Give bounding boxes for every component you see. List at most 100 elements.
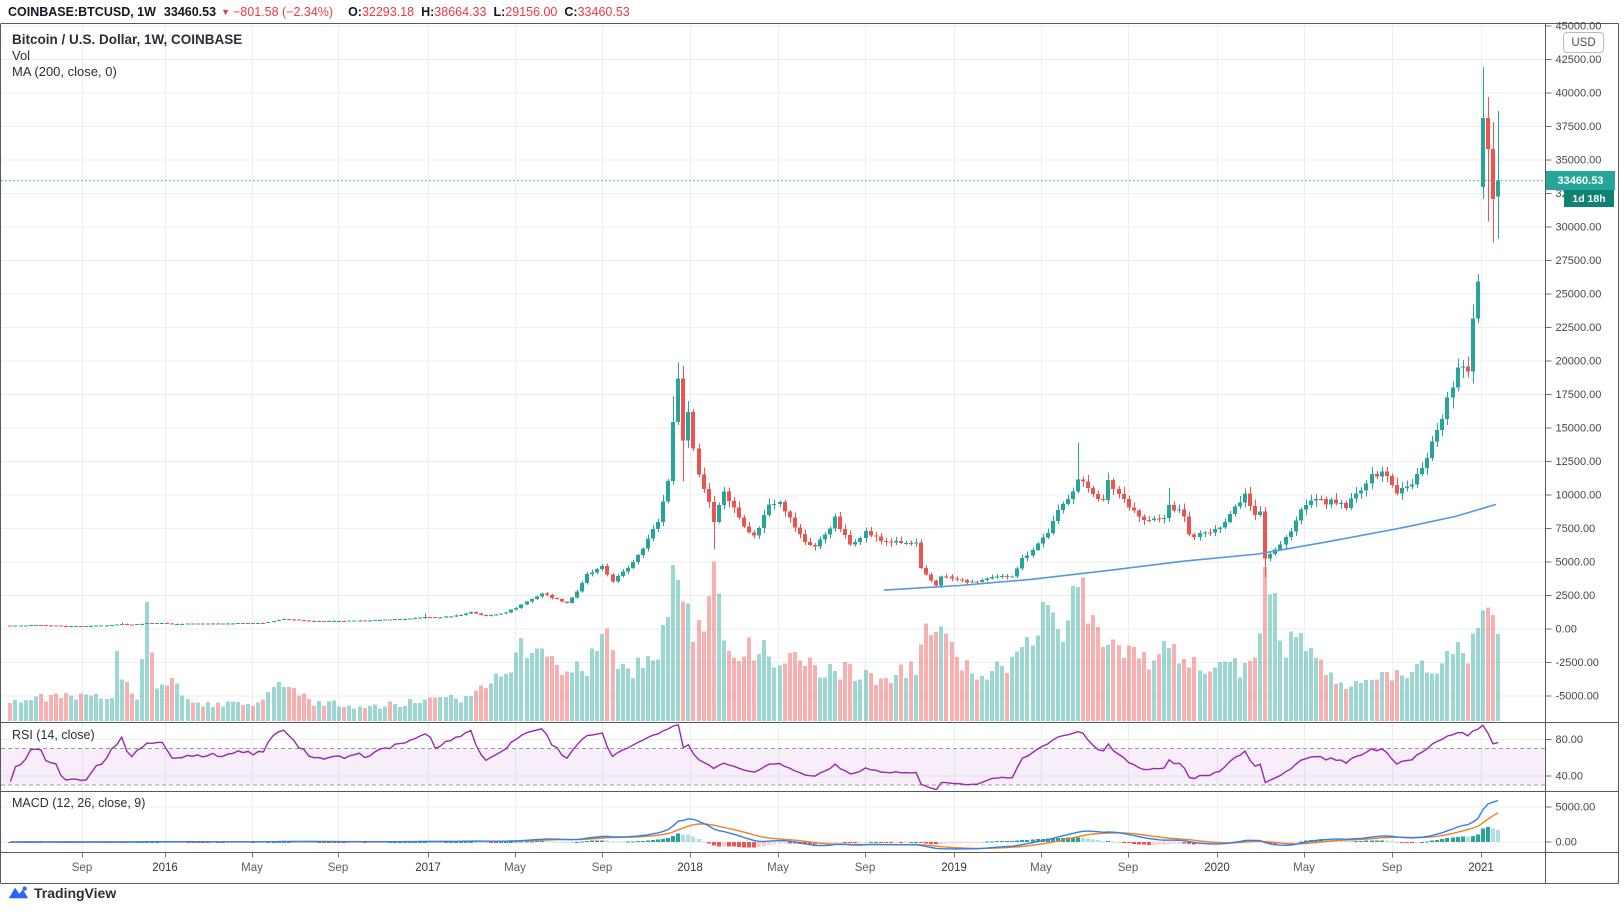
macd-histogram-bar [1390,841,1394,843]
price-axis-label: 20000.00 [1556,356,1602,368]
candle-body [1258,511,1262,516]
volume-bar [1440,663,1444,721]
candle-body [1096,493,1100,499]
price-axis-label: 10000.00 [1556,490,1602,502]
candle-body [1137,510,1141,517]
candle-body [525,601,529,605]
candle-body [1167,504,1171,518]
candle-body [363,620,367,622]
volume-bar [980,675,984,721]
candle-body [433,617,437,619]
macd-histogram-bar [484,841,488,843]
candle-body [722,491,726,505]
volume-bar [105,698,109,721]
price-change: −801.58 (−2.34%) [232,4,334,19]
volume-bar [1294,637,1298,721]
volume-bar [1081,577,1085,721]
candle-body [1243,493,1247,503]
price-axis-label: 22500.00 [1556,322,1602,334]
volume-bar [960,670,964,721]
volume-bar [175,683,179,721]
volume-bar [565,671,569,721]
volume-bar [1228,662,1232,721]
candle-body [676,378,680,422]
time-axis[interactable]: Sep 2016 May Sep 2017 May Sep 2018 May Sep 2019 May… [72,852,1494,875]
macd-histogram-bar [1020,840,1024,842]
volume-bar [1208,671,1212,721]
high-label: H: [421,4,435,19]
macd-histogram-bar [980,842,984,843]
volume-bar [413,702,417,721]
candle-body [793,517,797,528]
volume-bar [1258,633,1262,721]
macd-histogram-bar [702,841,706,843]
volume-bar [1354,681,1358,721]
macd-histogram-bar [368,842,372,843]
macd-histogram-bar [1142,842,1146,845]
macd-histogram-bar [752,842,756,848]
volume-bar [1046,605,1050,721]
currency-scale-button[interactable]: USD [1563,32,1604,53]
volume-bar [191,702,195,721]
candle-body [1061,503,1065,511]
candle-body [823,534,827,540]
price-axis-label: 0.00 [1556,624,1577,636]
volume-bar [772,667,776,721]
rsi-pane-label[interactable]: RSI (14, close) [12,728,95,742]
volume-bar [778,665,782,721]
price-axis-label: 45000.00 [1556,21,1602,33]
volume-bar [858,679,862,721]
volume-bar [1182,659,1186,721]
legend-volume-study[interactable]: Vol [12,48,31,63]
candle-body [216,623,220,625]
macd-histogram-bar [626,841,630,843]
macd-histogram-bar [778,842,782,844]
macd-histogram-bar [170,841,174,843]
volume-bar [575,661,579,721]
candle-body [560,598,564,602]
tradingview-logo-icon [8,886,29,899]
candle-body [909,542,913,544]
candle-body [24,625,28,627]
macd-histogram-bar [985,841,989,843]
candle-body [393,619,397,621]
macd-axis[interactable]: 5000.00 0.00 [1546,802,1595,849]
candle-body [550,595,554,599]
macd-pane-label[interactable]: MACD (12, 26, close, 9) [12,796,146,810]
price-axis-label: 17500.00 [1556,389,1602,401]
volume-bar [428,697,432,721]
macd-histogram-bar [332,842,336,843]
volume-bar [125,681,129,721]
legend-symbol-title[interactable]: Bitcoin / U.S. Dollar, 1W, COINBASE [12,32,243,47]
candle-body [1385,471,1389,477]
volume-bar [1451,653,1455,721]
candle-body [196,623,200,625]
volume-bar [950,642,954,721]
candle-body [535,596,539,599]
macd-histogram-bar [1415,842,1419,843]
price-axis[interactable]: -5000.00 -2500.00 0.00 2500.00 5000.00 7500.0… [1546,21,1601,703]
volume-bar [494,673,498,721]
time-axis-label: May [241,862,263,874]
candle-body [1025,555,1029,558]
candle-body [150,623,154,625]
rsi-axis[interactable]: 80.00 40.00 [1546,734,1583,783]
volume-bar [525,657,529,721]
volume-bar [1137,658,1141,721]
volume-bar [509,672,513,721]
volume-bar [828,663,832,721]
time-axis-label: Sep [1382,862,1402,874]
volume-bar [408,699,412,721]
volume-bar [1076,587,1080,721]
rsi-axis-label: 40.00 [1556,770,1584,782]
candle-body [130,624,134,626]
volume-bar [186,699,190,721]
volume-bar [337,706,341,721]
candle-body [747,526,751,533]
legend-ma-study[interactable]: MA (200, close, 0) [12,64,117,79]
candle-body [1304,504,1308,510]
volume-bar [221,706,225,721]
volume-bar [49,694,53,721]
tradingview-attribution[interactable]: TradingView [8,884,116,902]
